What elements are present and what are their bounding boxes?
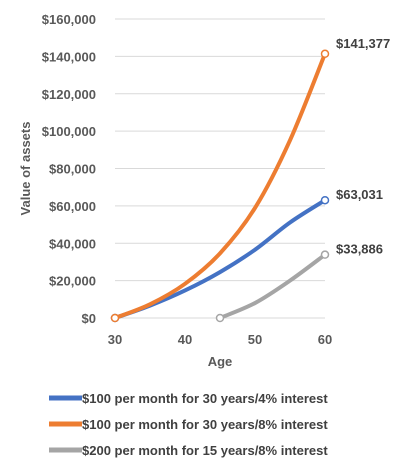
y-tick-label: $0 xyxy=(82,311,96,326)
y-axis-ticks: $0 $20,000 $40,000 $60,000 $80,000 $100,000 $1… xyxy=(42,12,96,326)
y-tick-label: $60,000 xyxy=(49,199,96,214)
x-tick-label: 50 xyxy=(248,332,262,347)
x-tick-label: 60 xyxy=(318,332,332,347)
end-value-label: $33,886 xyxy=(336,242,383,257)
x-tick-label: 30 xyxy=(108,332,122,347)
y-tick-label: $120,000 xyxy=(42,87,96,102)
y-tick-label: $80,000 xyxy=(49,162,96,177)
legend-entry-label: $200 per month for 15 years/8% interest xyxy=(82,443,328,458)
y-tick-label: $20,000 xyxy=(49,274,96,289)
end-value-label: $63,031 xyxy=(336,187,383,202)
series-line-8pct-30yr xyxy=(113,51,327,320)
y-axis-title: Value of assets xyxy=(18,122,33,216)
end-value-label: $141,377 xyxy=(336,36,390,51)
x-axis-title: Age xyxy=(208,354,233,369)
y-tick-label: $140,000 xyxy=(42,49,96,64)
x-tick-label: 40 xyxy=(178,332,192,347)
gridlines xyxy=(115,18,325,282)
legend-entry-label: $100 per month for 30 years/8% interest xyxy=(82,417,328,432)
y-tick-label: $100,000 xyxy=(42,124,96,139)
legend: $100 per month for 30 years/4% interest $… xyxy=(49,391,328,458)
end-marker xyxy=(320,49,330,59)
legend-entry-label: $100 per month for 30 years/4% interest xyxy=(82,391,328,406)
end-labels: $63,031 $141,377 $33,886 xyxy=(336,36,390,257)
series-line-4pct-30yr xyxy=(113,198,327,320)
series-lines xyxy=(110,49,330,323)
y-tick-label: $40,000 xyxy=(49,236,96,251)
end-marker xyxy=(320,250,330,259)
series-line-8pct-15yr xyxy=(218,252,327,320)
start-marker xyxy=(215,313,225,323)
y-tick-label: $160,000 xyxy=(42,12,96,27)
end-marker xyxy=(320,195,330,205)
start-marker xyxy=(110,313,120,323)
x-axis-ticks: 30 40 50 60 xyxy=(108,332,332,347)
